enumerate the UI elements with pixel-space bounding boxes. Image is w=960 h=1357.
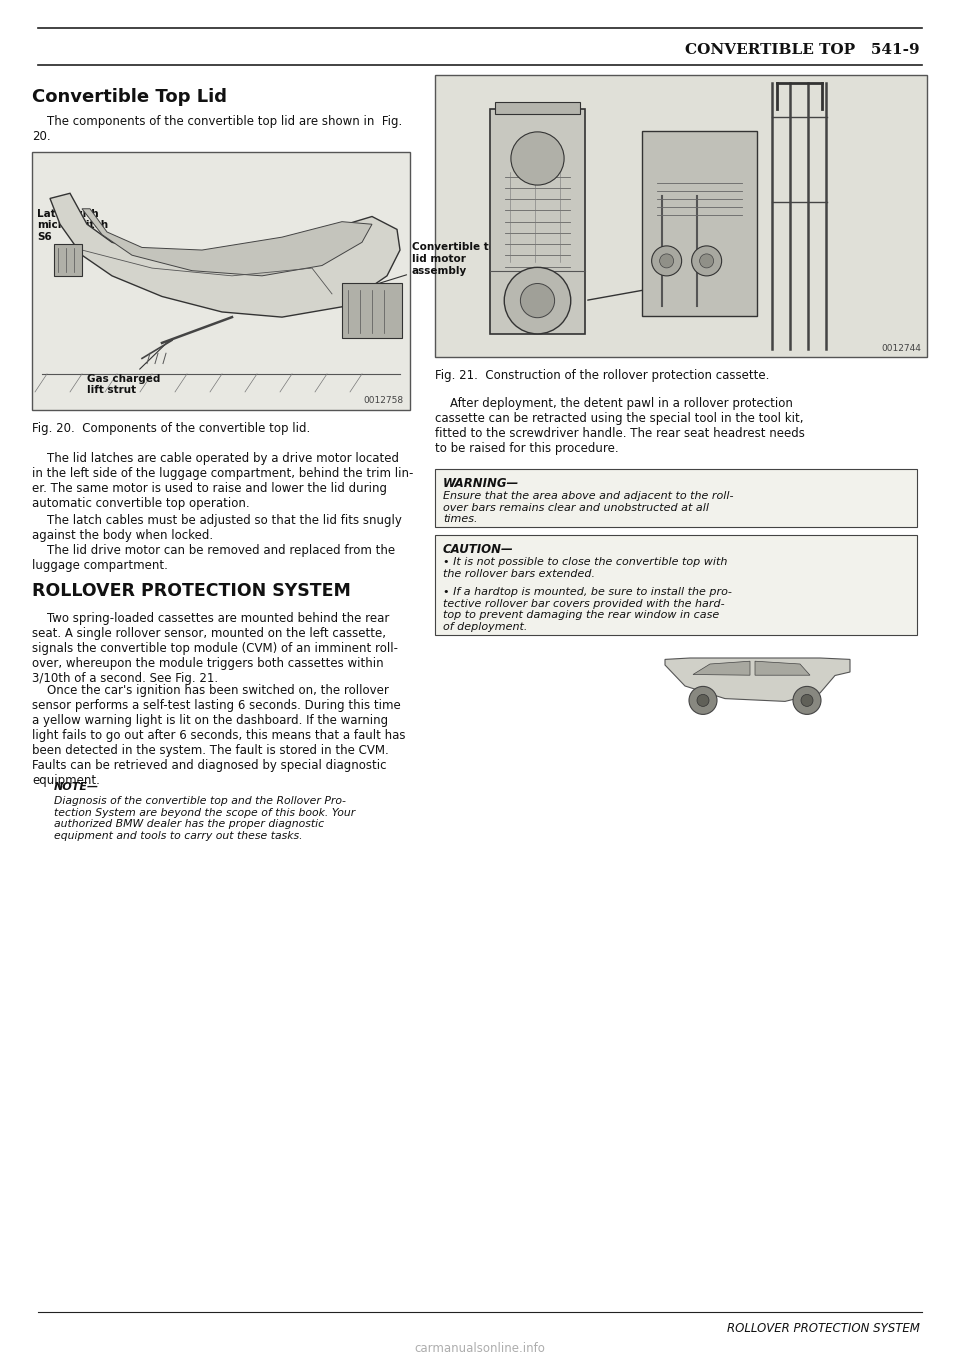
Circle shape [700,254,713,267]
Bar [435,535,917,635]
Text: Diagnosis of the convertible top and the Rollover Pro-
tection System are beyond: Diagnosis of the convertible top and the… [54,797,355,841]
Text: 0012744: 0012744 [881,345,921,353]
Text: The latch cables must be adjusted so that the lid fits snugly
against the body w: The latch cables must be adjusted so tha… [32,514,402,541]
Text: Ensure that the area above and adjacent to the roll-
over bars remains clear and: Ensure that the area above and adjacent … [443,491,733,524]
Text: Convertible Top Lid: Convertible Top Lid [32,88,227,106]
Bar [641,132,756,316]
Polygon shape [82,209,372,275]
Text: WARNING—: WARNING— [443,478,519,490]
Text: Latch with
microswitch
S6: Latch with microswitch S6 [37,209,108,252]
Text: NOTE—: NOTE— [54,782,99,792]
Text: ROLLOVER PROTECTION SYSTEM: ROLLOVER PROTECTION SYSTEM [727,1322,920,1334]
Text: The lid latches are cable operated by a drive motor located
in the left side of : The lid latches are cable operated by a … [32,452,414,510]
Polygon shape [665,658,850,702]
Text: Gas charged
lift strut: Gas charged lift strut [87,339,170,395]
Polygon shape [50,193,400,318]
Circle shape [520,284,555,318]
Circle shape [691,246,722,275]
Text: CAUTION—: CAUTION— [443,543,514,556]
Text: CONVERTIBLE TOP   541-9: CONVERTIBLE TOP 541-9 [685,43,920,57]
Text: Once the car's ignition has been switched on, the rollover
sensor performs a sel: Once the car's ignition has been switche… [32,684,405,787]
Bar [32,152,410,410]
Text: Fig. 21.  Construction of the rollover protection cassette.: Fig. 21. Construction of the rollover pr… [435,369,769,383]
Text: Two spring-loaded cassettes are mounted behind the rear
seat. A single rollover : Two spring-loaded cassettes are mounted … [32,612,398,685]
Bar [490,109,585,334]
Bar [54,244,82,275]
Circle shape [660,254,674,267]
Text: • If a hardtop is mounted, be sure to install the pro-
tective rollover bar cove: • If a hardtop is mounted, be sure to in… [443,588,732,632]
Circle shape [801,695,813,707]
Text: 0012758: 0012758 [364,396,404,404]
Circle shape [689,687,717,714]
Circle shape [652,246,682,275]
Text: The lid drive motor can be removed and replaced from the
luggage compartment.: The lid drive motor can be removed and r… [32,544,396,573]
Text: Fig. 20.  Components of the convertible top lid.: Fig. 20. Components of the convertible t… [32,422,310,436]
Bar [342,282,402,338]
Polygon shape [755,661,810,676]
Circle shape [504,267,571,334]
Text: • It is not possible to close the convertible top with
the rollover bars extende: • It is not possible to close the conver… [443,556,728,578]
Circle shape [511,132,564,185]
Bar [435,75,927,357]
Text: After deployment, the detent pawl in a rollover protection
cassette can be retra: After deployment, the detent pawl in a r… [435,398,804,455]
Circle shape [793,687,821,714]
Text: Convertible top
lid motor
assembly: Convertible top lid motor assembly [372,243,503,285]
Bar [495,102,580,114]
Circle shape [697,695,709,707]
Text: The components of the convertible top lid are shown in  Fig.
20.: The components of the convertible top li… [32,115,402,142]
Text: carmanualsonline.info: carmanualsonline.info [415,1342,545,1354]
Text: ROLLOVER PROTECTION SYSTEM: ROLLOVER PROTECTION SYSTEM [32,582,350,600]
Bar [435,470,917,527]
Polygon shape [693,661,750,676]
